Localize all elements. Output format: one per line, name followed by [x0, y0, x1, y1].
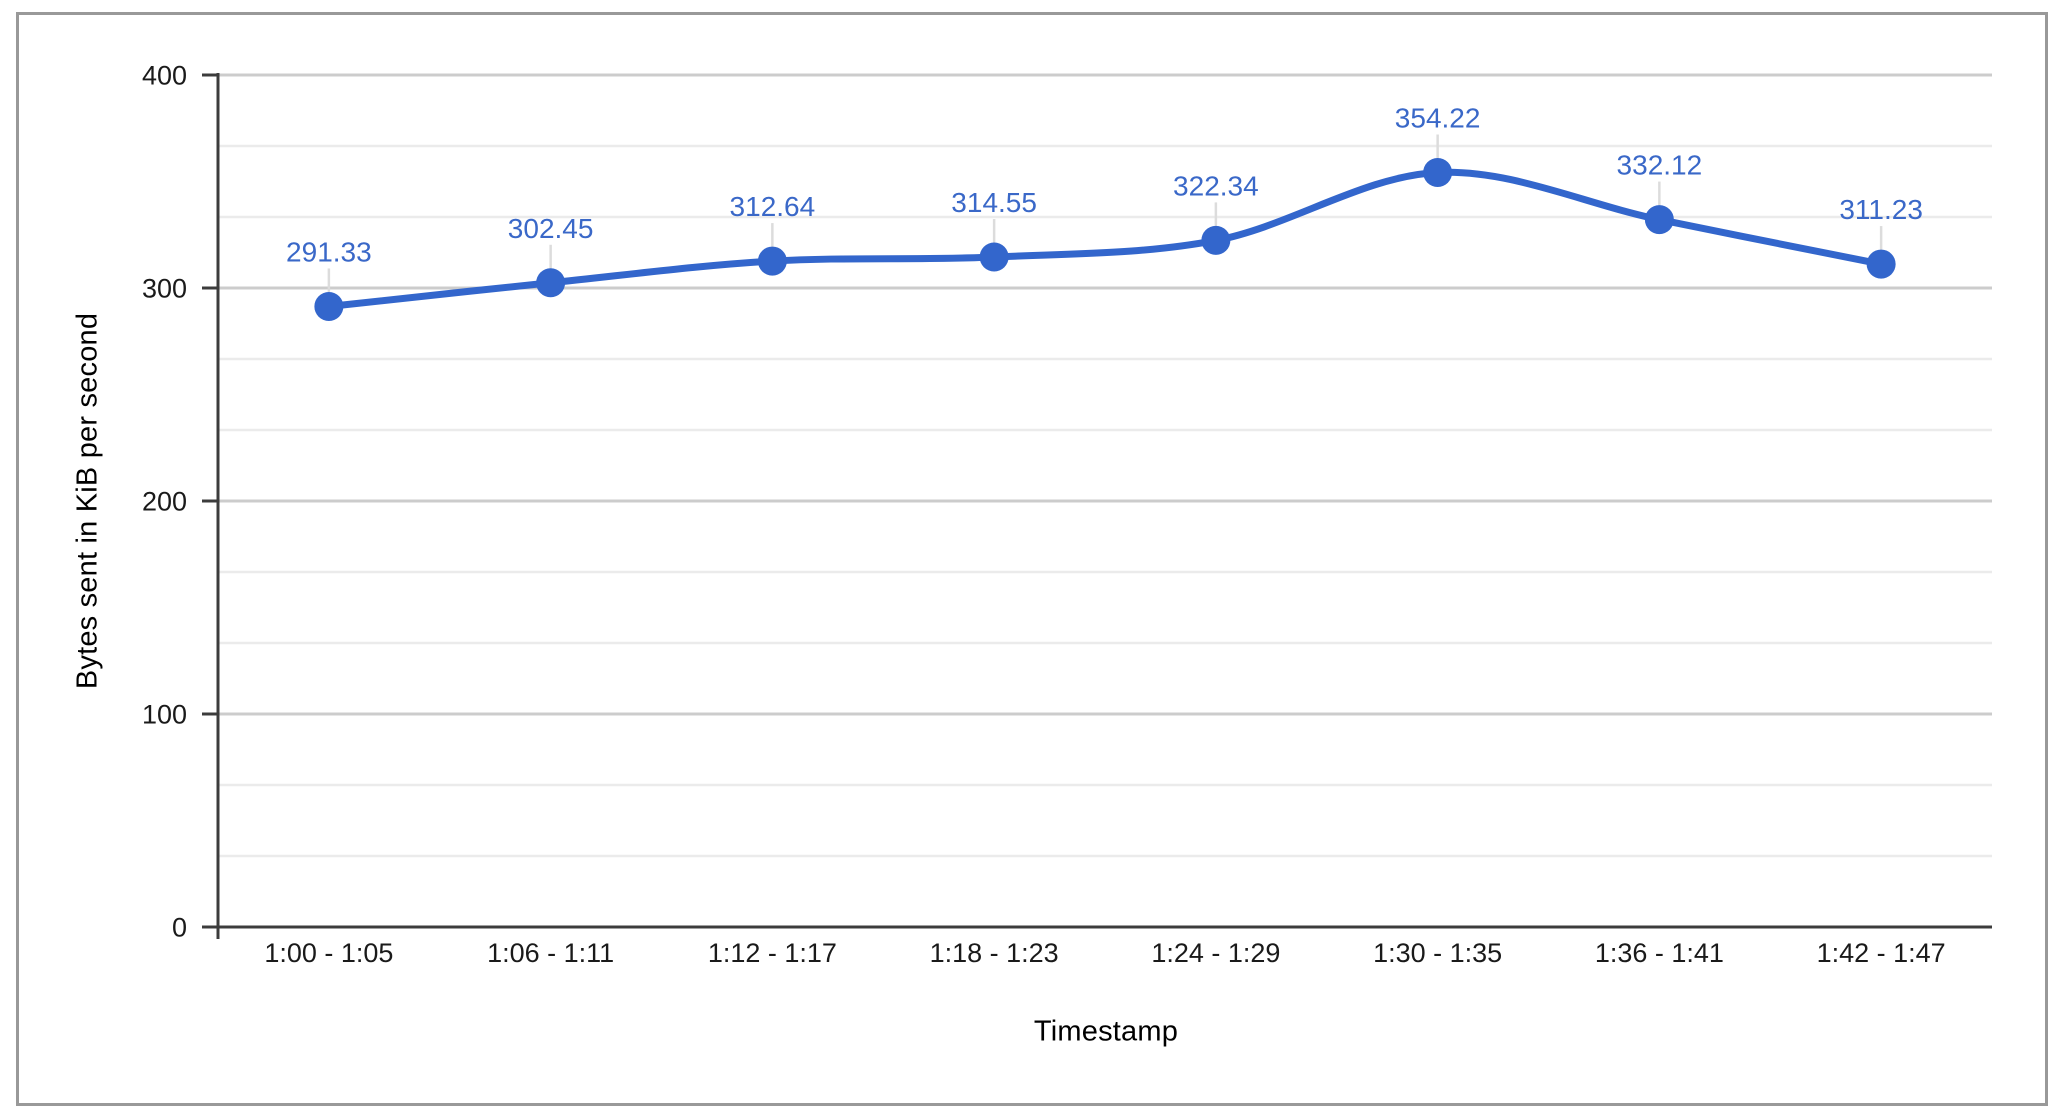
data-point-marker[interactable] [314, 291, 344, 321]
chart-frame [16, 12, 2048, 1106]
y-tick-label: 300 [142, 274, 187, 304]
x-category-label: 1:30 - 1:35 [1373, 938, 1502, 968]
y-tick-label: 200 [142, 487, 187, 517]
y-tick-label: 400 [142, 61, 187, 91]
data-point-marker[interactable] [1201, 225, 1231, 255]
series-line [325, 168, 1885, 310]
x-category-label: 1:24 - 1:29 [1151, 938, 1280, 968]
data-point-marker[interactable] [979, 242, 1009, 272]
data-point-label: 312.64 [730, 191, 816, 222]
x-category-label: 1:12 - 1:17 [708, 938, 837, 968]
x-category-label: 1:18 - 1:23 [930, 938, 1059, 968]
data-point-marker[interactable] [1423, 158, 1453, 188]
data-point-marker[interactable] [1866, 249, 1896, 279]
x-category-label: 1:42 - 1:47 [1817, 938, 1946, 968]
data-point-label: 354.22 [1395, 103, 1481, 134]
x-category-label: 1:00 - 1:05 [264, 938, 393, 968]
data-point-label: 332.12 [1617, 150, 1703, 181]
y-tick-label: 0 [172, 913, 187, 943]
y-axis-title: Bytes sent in KiB per second [71, 312, 104, 690]
data-point-label: 322.34 [1173, 170, 1259, 201]
x-category-label: 1:06 - 1:11 [487, 938, 614, 968]
data-point-marker[interactable] [536, 268, 566, 298]
y-tick-label: 100 [142, 700, 187, 730]
data-point-label: 314.55 [951, 187, 1037, 218]
data-point-label: 311.23 [1839, 194, 1923, 225]
x-axis-title: Timestamp [1033, 1015, 1179, 1048]
data-point-label: 302.45 [508, 213, 594, 244]
data-point-marker[interactable] [1644, 205, 1674, 235]
data-point-marker[interactable] [757, 246, 787, 276]
data-point-label: 291.33 [286, 236, 372, 267]
x-category-label: 1:36 - 1:41 [1595, 938, 1724, 968]
